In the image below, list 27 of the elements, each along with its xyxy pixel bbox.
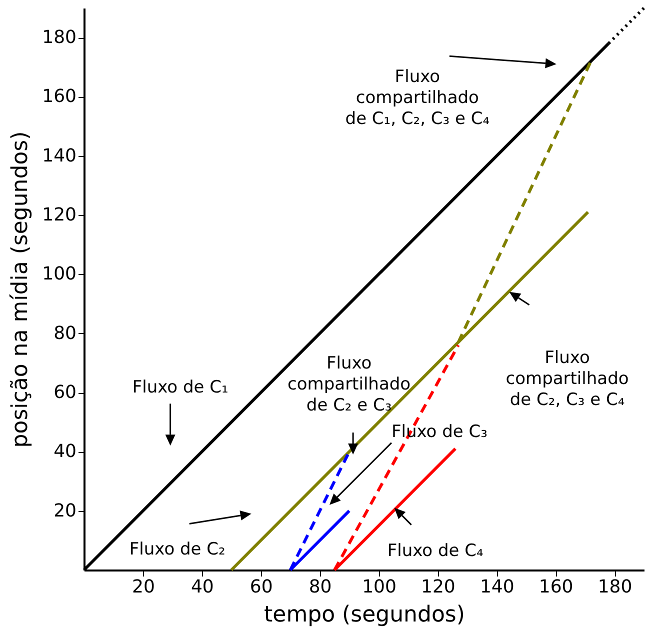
y-tick-label: 160	[42, 86, 76, 108]
x-axis-title: tempo (segundos)	[264, 602, 465, 628]
annotation: Fluxo de C₃	[391, 422, 488, 442]
x-tick-label: 140	[480, 576, 514, 598]
annotation: Fluxo de C₂	[129, 540, 226, 560]
y-tick-label: 140	[42, 145, 76, 166]
x-tick-label: 180	[598, 576, 632, 598]
x-tick-label: 40	[190, 576, 214, 598]
y-tick-label: 80	[54, 322, 76, 344]
annotation: Fluxo compartilhado de C₁, C₂, C₃ e C₄	[345, 67, 490, 130]
x-tick-label: 60	[250, 576, 273, 598]
x-tick-label: 20	[132, 576, 155, 598]
annotation: Fluxo de C₁	[132, 378, 228, 398]
y-tick-label: 40	[54, 441, 76, 462]
annotation: Fluxo de C₄	[387, 540, 484, 561]
y-tick-label: 100	[42, 264, 76, 285]
x-tick-label: 100	[362, 576, 396, 598]
y-tick-label: 60	[54, 382, 76, 404]
x-tick-label: 120	[421, 576, 456, 598]
y-axis-title: posição na mídia (segundos)	[8, 131, 34, 448]
y-tick-label: 20	[54, 500, 76, 522]
annotation: Fluxo compartilhado de C₂ e C₃	[288, 354, 411, 416]
x-tick-label: 80	[308, 576, 332, 598]
y-tick-label: 180	[42, 27, 76, 48]
x-tick-label: 160	[538, 576, 574, 598]
annotation: Fluxo compartilhado de C₂, C₃ e C₄	[506, 348, 629, 410]
y-tick-label: 120	[42, 204, 76, 226]
